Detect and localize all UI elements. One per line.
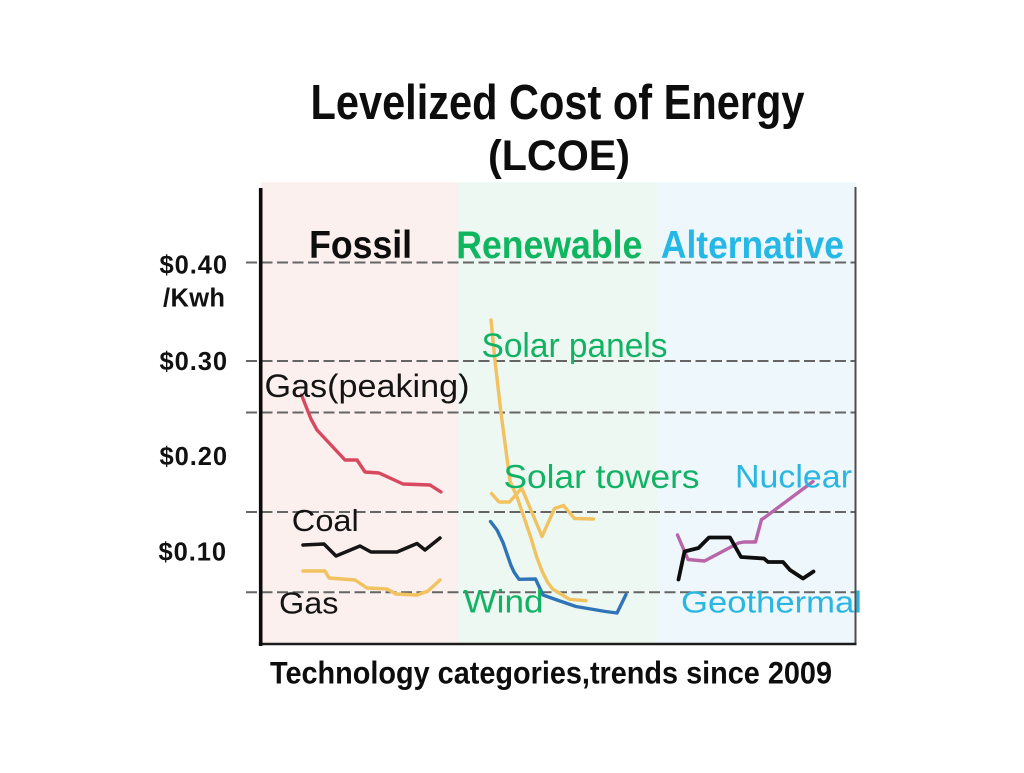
svg-text:$0.10: $0.10 — [159, 539, 227, 567]
svg-text:/Kwh: /Kwh — [163, 285, 225, 313]
svg-text:(LCOE): (LCOE) — [488, 133, 630, 180]
svg-text:Geothermal: Geothermal — [681, 584, 862, 619]
svg-text:Fossil: Fossil — [309, 224, 412, 267]
svg-text:Coal: Coal — [292, 504, 359, 538]
svg-text:$0.40: $0.40 — [160, 252, 228, 280]
svg-text:Technology categories,trends s: Technology categories,trends since 2009 — [270, 654, 832, 690]
svg-text:Gas(peaking): Gas(peaking) — [265, 368, 470, 404]
svg-text:Levelized Cost of Energy: Levelized Cost of Energy — [311, 76, 805, 130]
svg-text:Solar towers: Solar towers — [504, 458, 700, 495]
svg-text:Alternative: Alternative — [661, 224, 844, 267]
svg-text:Nuclear: Nuclear — [735, 459, 852, 495]
svg-text:Renewable: Renewable — [456, 224, 642, 267]
svg-text:$0.20: $0.20 — [160, 443, 228, 471]
svg-text:Gas: Gas — [279, 586, 339, 621]
svg-text:Solar panels: Solar panels — [482, 327, 668, 365]
svg-text:Wind: Wind — [464, 584, 544, 620]
svg-text:$0.30: $0.30 — [160, 348, 228, 376]
